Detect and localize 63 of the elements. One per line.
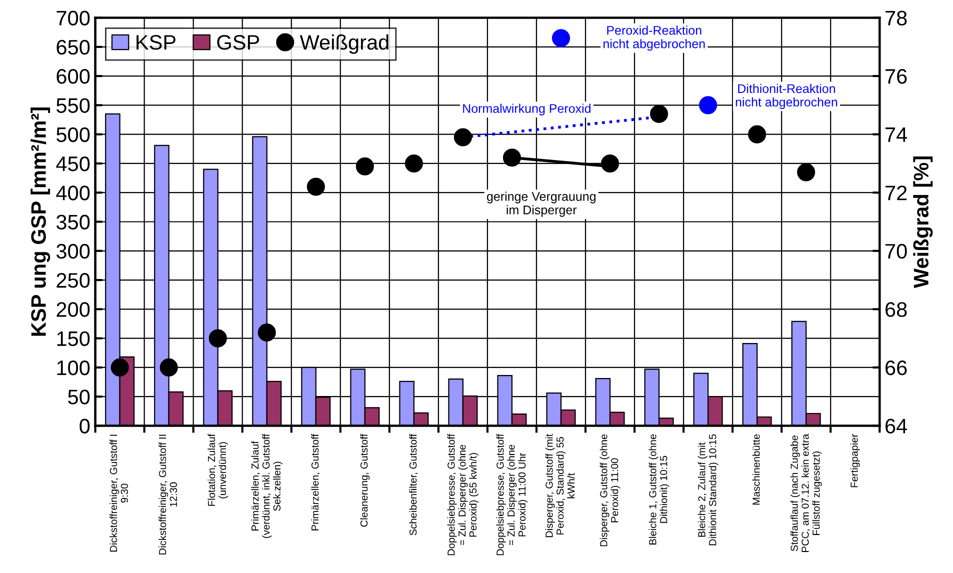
- point: [160, 358, 178, 376]
- point: [502, 148, 521, 167]
- y2-tick-label: 78: [886, 10, 907, 26]
- x-tick-label: Dickstoffreiniger, Gutstoff II 12:30: [158, 434, 178, 554]
- y2-tick-label: 76: [886, 69, 907, 84]
- y-tick-label: 500: [56, 127, 90, 142]
- y-tick-label: 450: [56, 156, 90, 172]
- legend-label: KSP: [136, 34, 176, 50]
- annotation: geringe Vergrauung im Disperger: [487, 192, 596, 217]
- annotation: Normalwirkung Peroxid: [463, 104, 590, 116]
- point: [306, 178, 325, 196]
- y2-tick-label: 68: [886, 302, 907, 317]
- y2-tick-label: 72: [886, 186, 907, 200]
- y-tick-label: 650: [56, 40, 90, 55]
- x-tick-label: Doppelsiebpresse, Gutstoff = Zul. Disperger (ohne Peroxid) 11:00 Uhr: [496, 434, 528, 556]
- y-tick-label: 150: [57, 331, 90, 346]
- x-tick-label: Primärzellen, Zulauf (verdünnt, inkl. Gutstoff Sek.zellen): [251, 434, 283, 538]
- point: [404, 154, 423, 172]
- x-tick-label: Cleanerung, Gutstoff: [360, 434, 370, 527]
- y-tick-label: 300: [56, 244, 90, 259]
- point: [650, 104, 668, 123]
- point: [258, 323, 276, 342]
- annotation: Peroxid-Reaktion nicht abgebrochen: [604, 26, 705, 51]
- legend-label: Weißgrad: [300, 34, 388, 54]
- x-tick-label: Primärzellen, Gutstoff: [311, 434, 320, 530]
- x-tick-label: Maschinenbütte: [752, 434, 760, 505]
- x-tick-label: Scheibenfilter, Gutstoff: [409, 434, 418, 536]
- point: [748, 125, 766, 144]
- y-tick-label: 0: [80, 418, 90, 434]
- y2-axis-title: Weißgrad [%]: [913, 156, 933, 288]
- y-tick-label: 700: [56, 10, 90, 26]
- y2-tick-label: 64: [886, 418, 908, 434]
- x-tick-label: Stoffauflauf (nach Zugabe PCC, am 07.12. kein extra Füllstoff zugesetzt): [790, 434, 822, 552]
- point: [356, 157, 374, 176]
- point: [600, 154, 620, 172]
- point: [699, 96, 718, 114]
- annotation: Dithionit-Reaktion nicht abgebrochen: [736, 84, 838, 109]
- y-tick-label: 100: [57, 360, 90, 376]
- x-tick-label: Fertigpapier: [850, 434, 860, 488]
- x-tick-label: Disperger, Gutstoff (ohne Peroxid) 11:00: [600, 434, 620, 546]
- point: [552, 29, 570, 48]
- x-tick-label: Disperger, Gutstoff (mit Peroxid, Standard) 55 kWh/t: [545, 434, 575, 538]
- y-tick-label: 600: [56, 69, 90, 84]
- x-tick-label: Bleiche 1, Gutstoff (ohne Dithionit) 10:15: [648, 434, 670, 544]
- y2-tick-label: 66: [886, 360, 907, 376]
- point: [797, 163, 816, 182]
- y-tick-label: 50: [68, 390, 90, 404]
- x-tick-label: Flotation, Zulauf (unverdünnt): [208, 434, 228, 506]
- y2-tick-label: 70: [886, 244, 907, 259]
- y-tick-label: 250: [56, 273, 90, 288]
- legend-label: GSP: [217, 34, 260, 50]
- y-tick-label: 350: [56, 214, 90, 230]
- x-tick-label: Doppelsiebpresse, Gutstoff = Zul. Disperger (ohne Peroxid) (55 kwh/t): [447, 434, 479, 556]
- y-tick-label: 550: [56, 98, 90, 113]
- y-tick-label: 200: [56, 302, 90, 317]
- y2-tick-label: 74: [886, 128, 908, 142]
- point: [110, 358, 129, 376]
- y-tick-label: 400: [56, 186, 90, 200]
- x-tick-label: Bleiche 2, Zulauf (mit Dithionit Standard) 10:15: [698, 434, 718, 546]
- x-tick-label: Dickstoffreiniger, Gutstoff I 9:30: [110, 434, 128, 552]
- point: [454, 128, 472, 146]
- y-axis-title: KSP ung GSP [mm²/m²]: [30, 108, 50, 336]
- point: [208, 329, 227, 348]
